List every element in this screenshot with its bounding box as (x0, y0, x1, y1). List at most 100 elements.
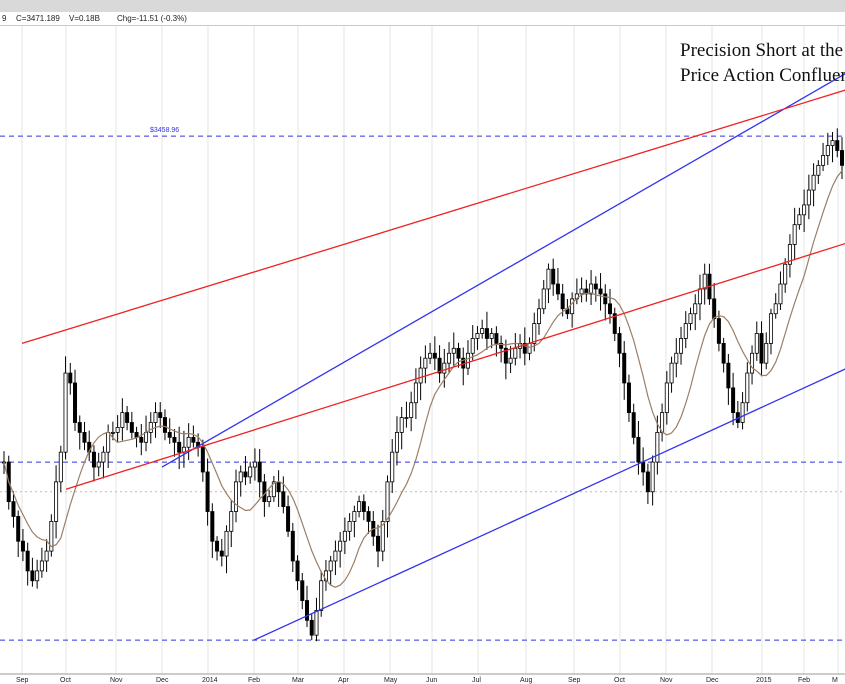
candle-body-116 (551, 268, 556, 285)
x-tick-label-2: Nov (110, 677, 123, 684)
x-tick-label-12: Sep (568, 677, 581, 684)
candle-body-161 (764, 342, 769, 364)
candle-body-4 (20, 540, 25, 552)
trendline-2 (21, 89, 845, 345)
candle-body-76 (361, 501, 366, 512)
candle-body-11 (54, 481, 59, 522)
x-tick-label-16: 2015 (756, 677, 772, 684)
candle-body-86 (409, 402, 414, 418)
candle-body-98 (465, 352, 470, 369)
x-tick-label-15: Dec (706, 677, 719, 684)
candle-body-32 (153, 412, 158, 423)
candle-body-175 (830, 140, 835, 146)
candle-body-118 (560, 293, 565, 310)
candle-body-22 (106, 431, 111, 453)
candle-body-43 (205, 471, 210, 512)
candle-body-65 (309, 619, 314, 636)
candle-body-58 (276, 481, 281, 493)
candle-body-56 (267, 496, 272, 503)
candle-body-25 (120, 412, 125, 428)
candle-body-102 (484, 328, 489, 339)
change-value: Chg=-11.51 (-0.3%) (117, 14, 187, 23)
candle-body-147 (697, 288, 702, 305)
candle-body-169 (802, 204, 807, 216)
title-line-1: Precision Short at the (680, 40, 844, 61)
candle-body-3 (16, 516, 21, 542)
candle-body-93 (442, 362, 447, 374)
candle-body-63 (300, 580, 305, 601)
candle-body-36 (172, 436, 177, 443)
candle-body-162 (768, 313, 773, 344)
x-tick-label-0: Sep (16, 677, 29, 684)
candle-body-13 (63, 372, 68, 453)
candle-body-71 (338, 540, 343, 552)
candle-body-105 (499, 342, 504, 349)
candle-body-122 (579, 288, 584, 295)
candle-body-130 (617, 333, 622, 354)
x-tick-label-7: Apr (338, 677, 350, 684)
candle-body-21 (101, 451, 106, 463)
candle-body-125 (593, 283, 598, 290)
candle-body-152 (721, 342, 726, 364)
candle-body-74 (352, 511, 357, 522)
candle-body-94 (447, 352, 452, 364)
candle-body-48 (229, 511, 234, 532)
candle-body-134 (636, 436, 641, 463)
candle-body-115 (546, 268, 551, 290)
candle-body-72 (342, 530, 347, 542)
candle-body-114 (541, 288, 546, 310)
candle-body-153 (726, 362, 731, 389)
trendline-3 (65, 242, 845, 490)
candle-body-140 (664, 382, 669, 414)
candle-body-90 (428, 352, 433, 359)
candle-body-10 (49, 521, 54, 552)
candle-body-50 (238, 471, 243, 483)
candle-body-2 (11, 501, 16, 517)
candle-body-15 (73, 382, 78, 423)
candle-body-129 (612, 313, 617, 334)
candle-body-82 (390, 451, 395, 483)
quote-info-row: 9 C=3471.189 V=0.18B Chg=-11.51 (-0.3%) (0, 12, 845, 26)
candle-body-37 (177, 441, 182, 453)
candle-body-20 (96, 461, 101, 468)
candle-body-143 (679, 338, 684, 354)
candle-body-80 (380, 521, 385, 552)
candle-body-60 (286, 506, 291, 532)
x-tick-label-6: Mar (292, 677, 305, 684)
x-tick-label-3: Dec (156, 677, 169, 684)
candle-body-120 (570, 298, 575, 315)
candle-body-113 (536, 308, 541, 325)
trendline-1 (253, 368, 845, 641)
candle-body-14 (68, 372, 73, 384)
x-tick-label-13: Oct (614, 677, 625, 684)
candle-body-135 (641, 461, 646, 473)
candle-body-146 (693, 303, 698, 315)
candle-body-166 (787, 244, 792, 265)
candle-body-106 (503, 347, 508, 364)
candle-body-151 (716, 318, 721, 344)
x-tick-label-1: Oct (60, 677, 71, 684)
candle-body-164 (778, 283, 783, 305)
chart-title: Precision Short at the Price Action Conf… (680, 38, 845, 88)
candle-body-9 (44, 550, 49, 562)
candle-body-126 (598, 288, 603, 295)
candle-body-61 (290, 530, 295, 562)
close-value: C=3471.189 (16, 14, 60, 23)
candle-body-128 (608, 303, 613, 315)
price-chart[interactable]: $3458.96 Sep Oct Nov Dec 2014 Feb Mar Apr May Jun J… (0, 26, 845, 684)
x-tick-label-4: 2014 (202, 677, 218, 684)
candle-body-138 (655, 431, 660, 463)
candle-body-144 (683, 323, 688, 339)
candle-body-170 (806, 189, 811, 206)
candle-body-16 (77, 422, 82, 433)
candle-body-52 (248, 466, 253, 478)
candle-body-85 (404, 417, 409, 419)
candle-body-112 (532, 323, 537, 344)
candle-body-77 (366, 511, 371, 522)
candle-body-176 (835, 140, 840, 151)
candle-body-12 (58, 451, 63, 483)
candle-body-142 (674, 352, 679, 364)
candle-body-104 (494, 333, 499, 344)
candle-body-160 (759, 333, 764, 364)
candle-body-31 (148, 422, 153, 433)
